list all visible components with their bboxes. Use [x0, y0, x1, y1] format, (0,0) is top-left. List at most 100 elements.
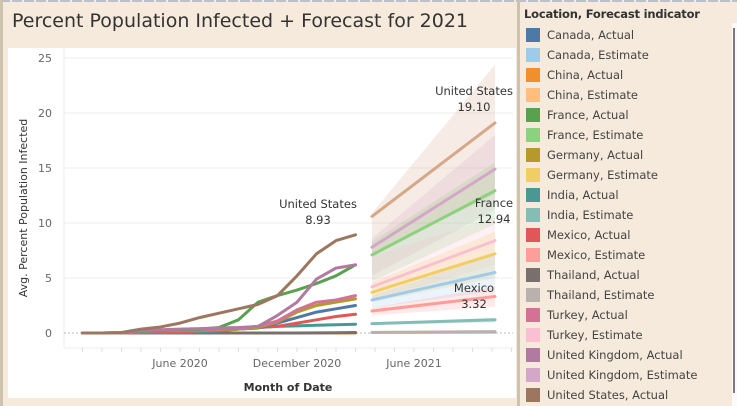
legend-label: Canada, Estimate [547, 48, 649, 62]
x-axis: June 2020 December 2020 June 2021 Month of … [82, 348, 512, 394]
annotation-label: United States [279, 197, 357, 211]
legend-label: India, Actual [547, 188, 619, 202]
legend-swatch [526, 308, 540, 322]
plot-area[interactable]: 0 5 10 15 20 25 Avg. Percent Population Infect… [8, 48, 516, 398]
legend-title: Location, Forecast indicator [524, 7, 700, 21]
estimate-line [370, 167, 497, 249]
y-tick-label: 15 [38, 162, 52, 175]
legend-item[interactable]: Canada, Estimate [526, 45, 711, 65]
y-axis-title: Avg. Percent Population Infected [17, 119, 30, 298]
legend-swatch [526, 288, 540, 302]
y-tick-label: 5 [45, 272, 52, 285]
annotation-value: 3.32 [461, 297, 487, 311]
annotation-value: 12.94 [478, 212, 511, 226]
legend-label: Mexico, Actual [547, 228, 631, 242]
estimate-line [370, 271, 497, 302]
legend-item[interactable]: Canada, Actual [526, 25, 711, 45]
y-tick-label: 25 [38, 52, 52, 65]
legend-swatch [526, 128, 540, 142]
legend-swatch [526, 228, 540, 242]
legend-item[interactable]: India, Estimate [526, 205, 711, 225]
legend-swatch [526, 28, 540, 42]
legend-swatch [526, 388, 540, 402]
estimate-line [370, 294, 497, 313]
legend-item[interactable]: United Kingdom, Estimate [526, 365, 711, 385]
legend-item[interactable]: Mexico, Actual [526, 225, 711, 245]
legend-item[interactable]: Germany, Estimate [526, 165, 711, 185]
estimate-line [370, 189, 497, 257]
legend-scrollbar-thumb[interactable] [733, 28, 735, 393]
legend-label: United Kingdom, Actual [547, 348, 683, 362]
actual-line [81, 263, 357, 335]
legend-label: France, Estimate [547, 128, 644, 142]
legend-swatch [526, 68, 540, 82]
legend-swatch [526, 368, 540, 382]
confidence-band [372, 231, 495, 303]
top-border [0, 0, 737, 2]
y-tick-label: 0 [45, 327, 52, 340]
legend-swatch [526, 208, 540, 222]
legend-label: Germany, Actual [547, 148, 644, 162]
legend-label: France, Actual [547, 108, 629, 122]
legend-label: China, Estimate [547, 88, 638, 102]
legend-label: United Kingdom, Estimate [547, 368, 698, 382]
legend-swatch [526, 348, 540, 362]
legend-label: Mexico, Estimate [547, 248, 646, 262]
legend-swatch [526, 248, 540, 262]
annotation-value: 8.93 [305, 213, 331, 227]
legend-swatch [526, 108, 540, 122]
line-chart[interactable]: 0 5 10 15 20 25 Avg. Percent Population Infect… [8, 48, 516, 398]
estimate-line [370, 121, 497, 218]
legend-label: Turkey, Actual [547, 308, 628, 322]
left-border [0, 0, 3, 406]
x-tick-label: December 2020 [253, 357, 342, 370]
legend-swatch [526, 88, 540, 102]
legend-swatch [526, 268, 540, 282]
legend-swatch [526, 48, 540, 62]
chart-title: Percent Population Infected + Forecast f… [12, 10, 469, 32]
confidence-band [372, 217, 495, 302]
legend-swatch [526, 328, 540, 342]
legend-item[interactable]: Germany, Actual [526, 145, 711, 165]
estimate-line [370, 318, 497, 326]
legend-item[interactable]: France, Estimate [526, 125, 711, 145]
legend-label: Germany, Estimate [547, 168, 658, 182]
annotation-label: France [475, 196, 513, 210]
annotations: United States 8.93 United States 19.10 Franc… [279, 84, 513, 311]
annotation-value: 19.10 [458, 100, 491, 114]
legend-item[interactable]: United States, Actual [526, 385, 711, 405]
actual-line [81, 233, 357, 335]
legend-label: Turkey, Estimate [547, 328, 643, 342]
legend-label: Canada, Actual [547, 28, 635, 42]
x-tick-label: June 2020 [151, 357, 207, 370]
legend-label: India, Estimate [547, 208, 634, 222]
legend-item[interactable]: India, Actual [526, 185, 711, 205]
legend-item[interactable]: Mexico, Estimate [526, 245, 711, 265]
legend-item[interactable]: Turkey, Actual [526, 305, 711, 325]
legend-label: Thailand, Actual [547, 268, 640, 282]
legend-swatch [526, 148, 540, 162]
pane-divider[interactable] [517, 0, 520, 406]
x-axis-title: Month of Date [244, 381, 333, 394]
legend-swatch [526, 188, 540, 202]
legend-item[interactable]: United Kingdom, Actual [526, 345, 711, 365]
legend: Canada, Actual Canada, Estimate China, Act… [526, 25, 711, 405]
y-axis: 0 5 10 15 20 25 Avg. Percent Population Infect… [17, 52, 52, 340]
actual-line [81, 263, 357, 335]
estimate-line [370, 330, 497, 334]
legend-item[interactable]: China, Estimate [526, 85, 711, 105]
legend-item[interactable]: Thailand, Estimate [526, 285, 711, 305]
legend-item[interactable]: Thailand, Actual [526, 265, 711, 285]
annotation-label: Mexico [454, 281, 494, 295]
annotation-label: United States [435, 84, 513, 98]
legend-label: China, Actual [547, 68, 624, 82]
legend-label: United States, Actual [547, 388, 669, 402]
estimate-line [370, 252, 497, 294]
confidence-band [372, 135, 495, 276]
y-tick-label: 20 [38, 107, 52, 120]
estimate-line [370, 239, 497, 289]
legend-item[interactable]: Turkey, Estimate [526, 325, 711, 345]
legend-item[interactable]: France, Actual [526, 105, 711, 125]
legend-swatch [526, 168, 540, 182]
legend-item[interactable]: China, Actual [526, 65, 711, 85]
